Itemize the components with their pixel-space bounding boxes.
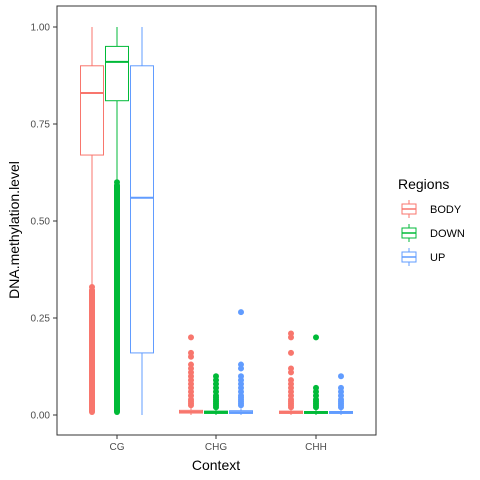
y-tick-label: 1.00 — [31, 23, 51, 34]
box-down-chg — [204, 373, 228, 415]
legend-label: BODY — [430, 204, 462, 216]
outlier-point — [238, 365, 244, 372]
y-tick-label: 0.00 — [31, 411, 51, 422]
outlier-point — [238, 309, 244, 316]
box-down-cg — [105, 27, 129, 415]
outlier-point — [288, 404, 294, 411]
y-axis-title: DNA.methylation.level — [6, 161, 22, 299]
y-axis: 0.00 0.25 0.50 0.75 1.00 — [31, 23, 57, 422]
box-body-cg — [80, 27, 104, 415]
y-tick-label: 0.25 — [31, 314, 51, 325]
legend-item-body: BODY — [401, 200, 462, 218]
legend-item-up: UP — [401, 248, 445, 266]
box-down-chh — [304, 334, 328, 415]
x-axis-title: Context — [192, 457, 240, 473]
legend: Regions BODY DOWN UP — [398, 176, 465, 266]
box-up-cg — [130, 27, 154, 415]
x-tick-label: CHG — [205, 442, 227, 453]
box-iqr — [80, 65, 104, 156]
box-body-chh — [279, 330, 303, 415]
outlier-point — [238, 402, 244, 409]
x-tick-label: CG — [110, 442, 125, 453]
outlier-point — [288, 334, 294, 341]
box-up-chg — [229, 309, 253, 415]
plot-area — [80, 27, 353, 415]
y-tick-label: 0.50 — [31, 217, 51, 228]
legend-label: DOWN — [430, 228, 465, 240]
outlier-point — [188, 334, 194, 341]
box-body-chg — [179, 334, 203, 415]
outlier-point — [213, 404, 219, 411]
box-up-chh — [329, 373, 353, 415]
outlier-point — [338, 404, 344, 411]
box-iqr — [105, 45, 129, 102]
y-tick-label: 0.75 — [31, 120, 51, 131]
x-axis: CG CHG CHH — [110, 435, 327, 453]
legend-item-down: DOWN — [401, 224, 465, 242]
outlier-point — [288, 349, 294, 356]
box-iqr — [130, 65, 154, 354]
x-tick-label: CHH — [305, 442, 327, 453]
outlier-point — [288, 369, 294, 376]
legend-title: Regions — [398, 176, 449, 192]
outlier-point — [188, 402, 194, 409]
legend-label: UP — [430, 252, 445, 264]
outlier-point — [338, 373, 344, 380]
outlier-point — [313, 404, 319, 411]
outlier-point — [313, 334, 319, 341]
outlier-point — [188, 353, 194, 360]
